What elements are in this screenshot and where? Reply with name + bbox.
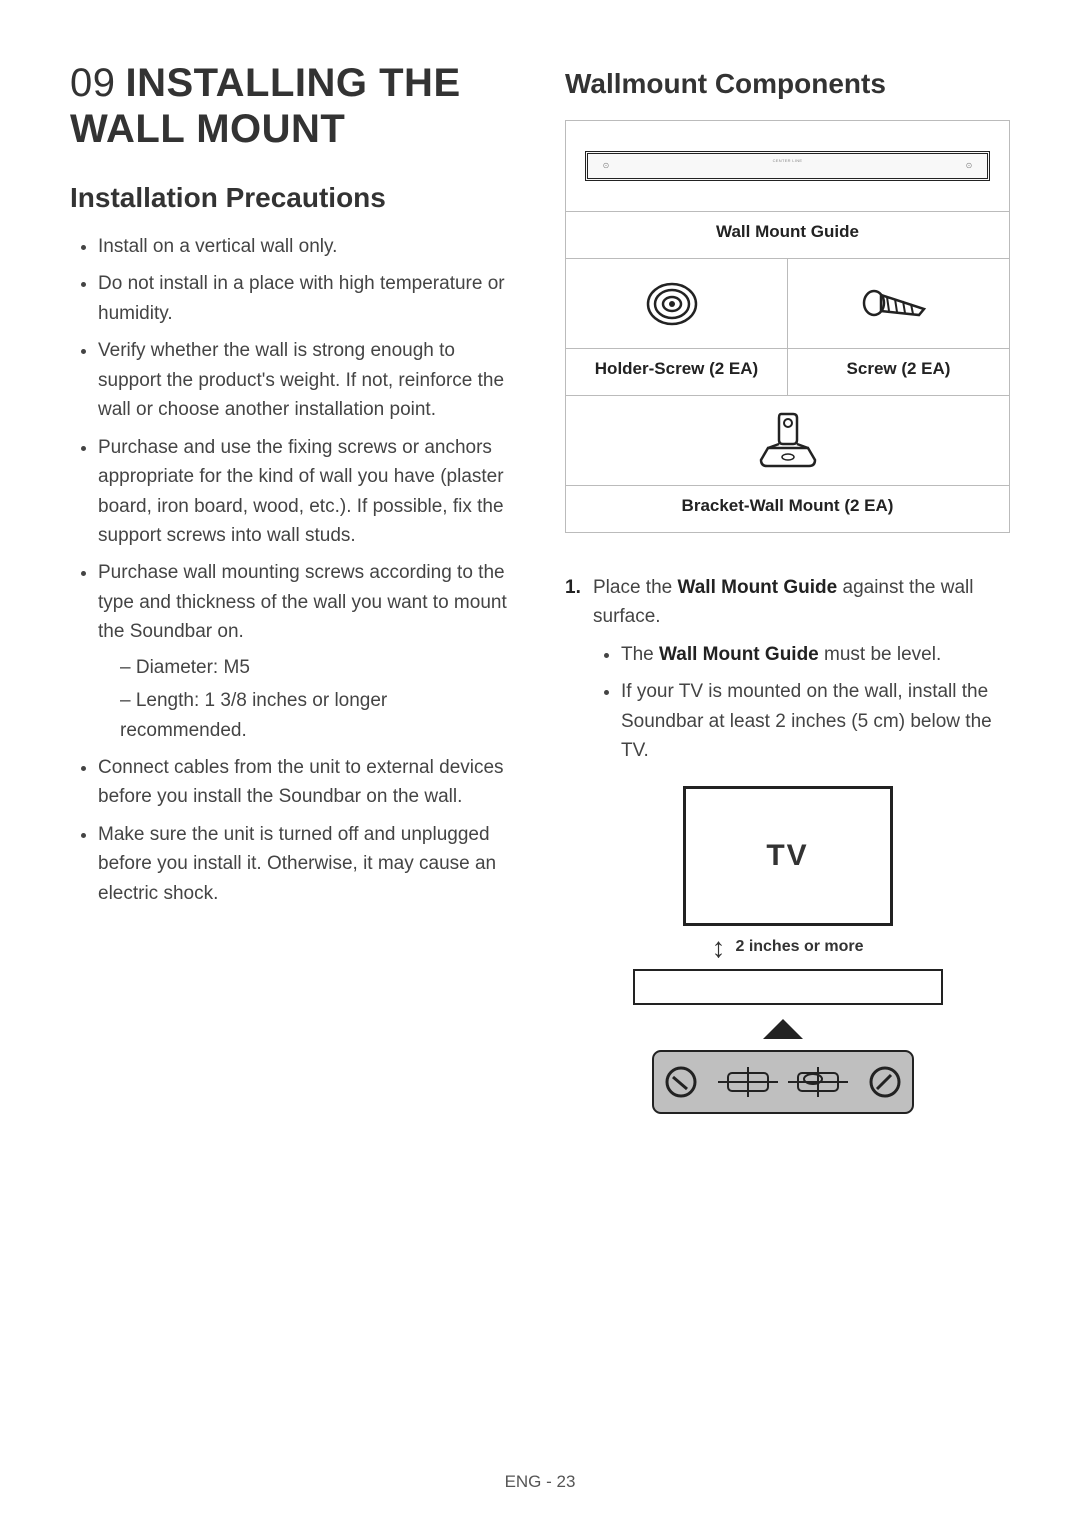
list-item: If your TV is mounted on the wall, insta… [621,677,1010,765]
screw-spec-list: Diameter: M5 Length: 1 3/8 inches or lon… [98,653,515,745]
right-column: Wallmount Components CENTER LINE Wall Mo… [565,60,1010,1134]
mounting-diagram-icon [633,1019,933,1129]
list-item: Make sure the unit is turned off and unp… [98,820,515,908]
section-title-text: INSTALLING THE WALL MOUNT [70,61,461,151]
list-item: Length: 1 3/8 inches or longer recommend… [120,686,515,745]
holder-screw-icon [642,276,712,331]
gap-indicator: ↕ 2 inches or more [633,938,943,958]
section-title: 09INSTALLING THE WALL MOUNT [70,60,515,152]
list-item: Purchase and use the fixing screws or an… [98,433,515,551]
step-number: 1. [565,573,581,602]
tv-diagram: TV ↕ 2 inches or more [633,786,943,1135]
tv-box: TV [683,786,893,926]
bracket-label: Bracket-Wall Mount (2 EA) [566,485,1009,532]
list-item: Purchase wall mounting screws according … [98,558,515,745]
list-item: Verify whether the wall is strong enough… [98,336,515,424]
components-grid: CENTER LINE Wall Mount Guide [565,120,1010,533]
list-item: Do not install in a place with high temp… [98,269,515,328]
left-column: 09INSTALLING THE WALL MOUNT Installation… [70,60,515,1134]
precautions-list: Install on a vertical wall only. Do not … [70,232,515,908]
step-item: 1. Place the Wall Mount Guide against th… [565,573,1010,766]
step-sub-list: The Wall Mount Guide must be level. If y… [593,640,1010,766]
components-heading: Wallmount Components [565,68,1010,100]
wall-mount-guide-image: CENTER LINE [566,121,1009,211]
screw-label: Screw (2 EA) [788,348,1009,395]
section-number: 09 [70,60,116,106]
holder-screw-label: Holder-Screw (2 EA) [566,348,788,395]
wall-mount-guide-label: Wall Mount Guide [566,211,1009,258]
list-item: Connect cables from the unit to external… [98,753,515,812]
gap-label: 2 inches or more [735,938,863,956]
page-footer: ENG - 23 [0,1472,1080,1492]
bracket-icon [753,410,823,472]
holder-screw-image [566,258,788,348]
precautions-heading: Installation Precautions [70,182,515,214]
updown-arrow-icon: ↕ [711,938,725,958]
soundbar-box [633,969,943,1005]
bracket-image [566,395,1009,485]
list-item: The Wall Mount Guide must be level. [621,640,1010,669]
screw-image [788,258,1009,348]
list-item: Diameter: M5 [120,653,515,682]
screw-icon [859,281,939,326]
list-item: Install on a vertical wall only. [98,232,515,261]
steps-list: 1. Place the Wall Mount Guide against th… [565,573,1010,766]
